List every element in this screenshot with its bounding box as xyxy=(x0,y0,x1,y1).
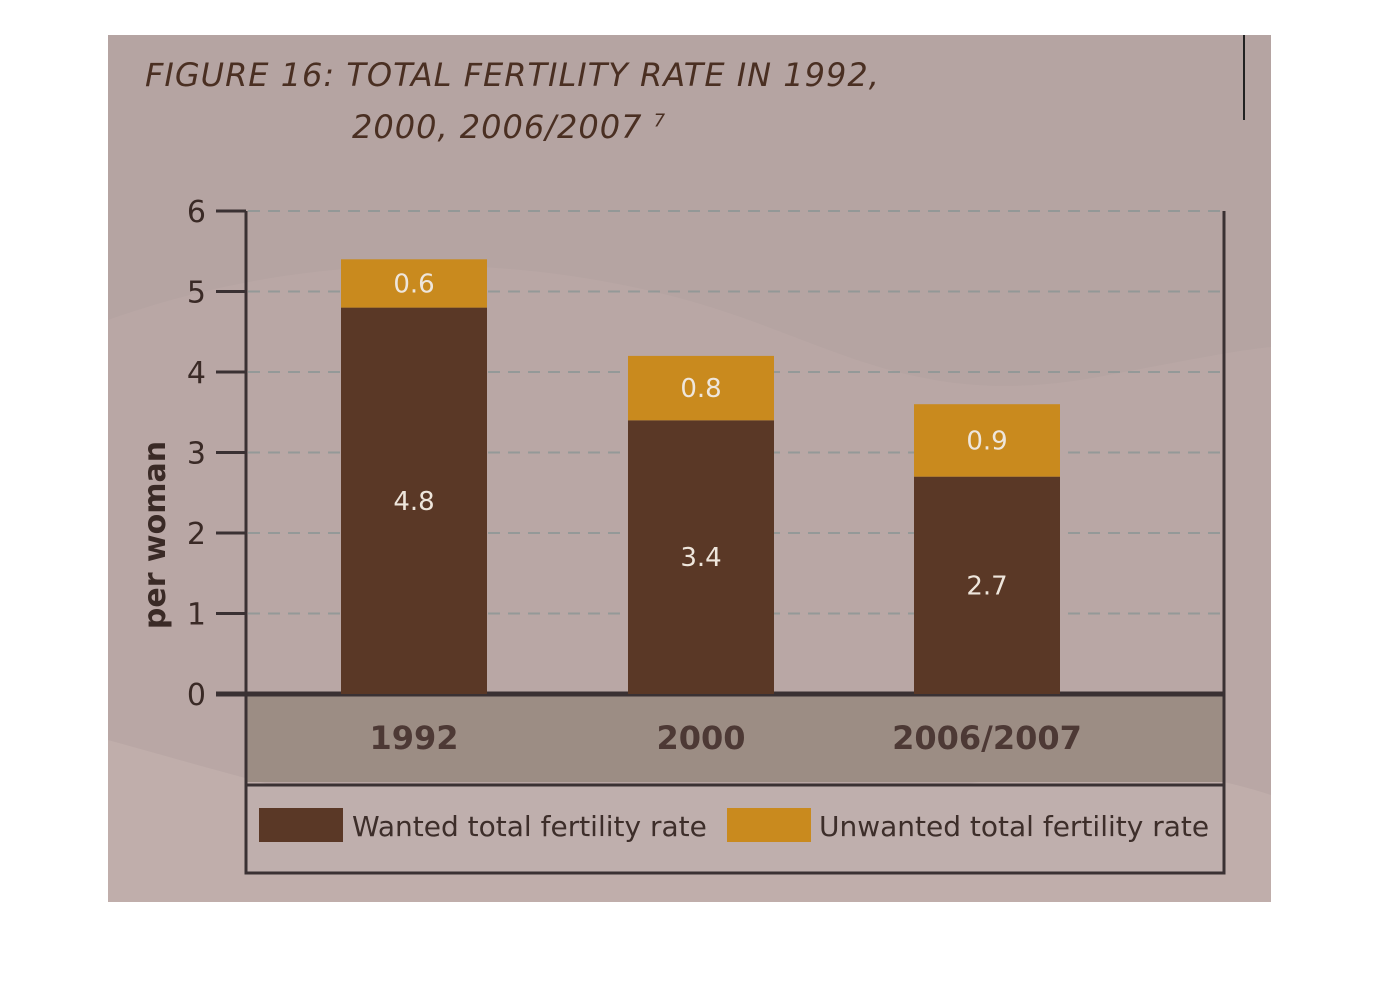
y-tick-label-5: 5 xyxy=(187,276,206,311)
figure-title-years: 2000, 2006/2007 xyxy=(352,108,643,146)
bar-wanted-1992 xyxy=(341,307,487,694)
bar-unwanted-2000 xyxy=(628,355,774,421)
data-label-unwanted-2006-2007: 0.9 xyxy=(966,426,1007,456)
category-label-2000: 2000 xyxy=(656,719,745,757)
y-tick-label-6: 6 xyxy=(187,195,206,230)
bar-unwanted-1992 xyxy=(341,259,487,308)
data-label-wanted-1992: 4.8 xyxy=(393,487,434,517)
bar-wanted-2006-2007 xyxy=(914,476,1060,694)
data-label-wanted-2006-2007: 2.7 xyxy=(966,571,1007,601)
category-label-1992: 1992 xyxy=(369,719,458,757)
figure-title-line-2: 2000, 2006/2007 7 xyxy=(352,108,666,146)
legend-swatch-wanted xyxy=(259,808,343,842)
figure-title-line-1: FIGURE 16: TOTAL FERTILITY RATE IN 1992, xyxy=(145,56,880,94)
bar-unwanted-2006-2007 xyxy=(914,404,1060,477)
data-label-wanted-2000: 3.4 xyxy=(680,543,721,573)
y-tick-label-3: 3 xyxy=(187,437,206,472)
figure-footnote-marker: 7 xyxy=(653,110,667,132)
y-axis-label: per woman xyxy=(138,441,173,629)
bar-wanted-2000 xyxy=(628,420,774,694)
category-band xyxy=(246,694,1224,782)
y-tick-label-1: 1 xyxy=(187,598,206,633)
legend-label-wanted: Wanted total fertility rate xyxy=(352,810,707,843)
data-label-unwanted-2000: 0.8 xyxy=(680,374,721,404)
y-tick-label-4: 4 xyxy=(187,356,206,391)
legend-swatch-unwanted xyxy=(727,808,811,842)
category-label-2006-2007: 2006/2007 xyxy=(892,719,1082,757)
y-tick-label-2: 2 xyxy=(187,517,206,552)
data-label-unwanted-1992: 0.6 xyxy=(393,269,434,299)
corner-mark xyxy=(1243,35,1245,120)
y-tick-label-0: 0 xyxy=(187,678,206,713)
legend-label-unwanted: Unwanted total fertility rate xyxy=(819,810,1209,843)
